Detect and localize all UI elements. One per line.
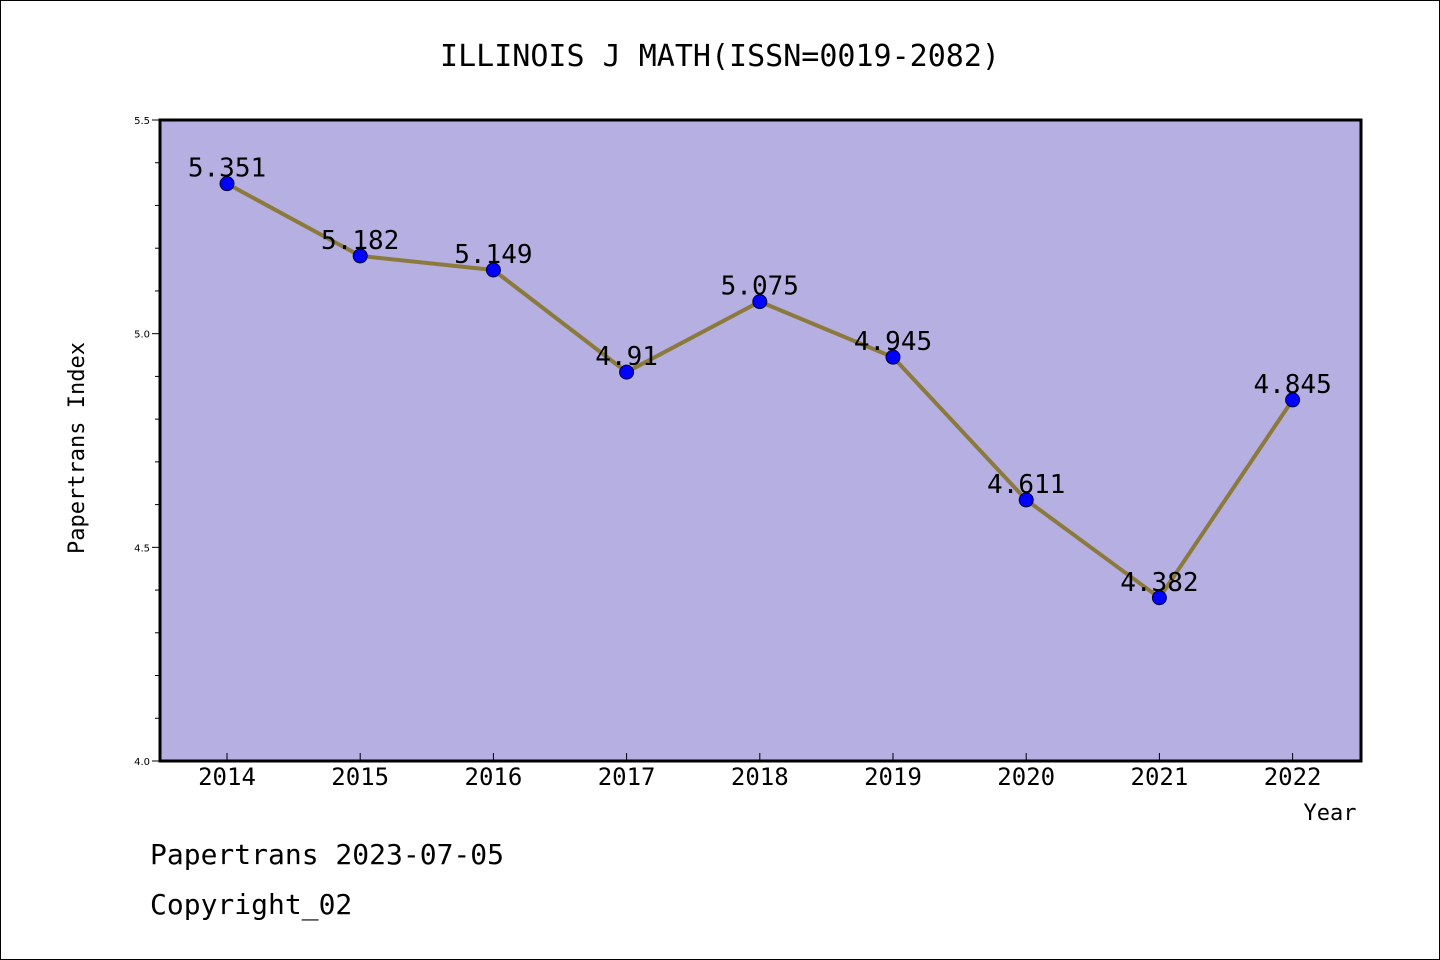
data-label: 4.845 xyxy=(1253,370,1331,400)
data-label: 5.075 xyxy=(721,272,799,302)
x-tick-label: 2022 xyxy=(1264,763,1322,791)
footer-date: Papertrans 2023-07-05 xyxy=(150,838,504,871)
data-label: 4.91 xyxy=(595,342,658,372)
x-axis-label: Year xyxy=(1304,801,1357,826)
data-point xyxy=(1285,392,1301,408)
data-labels: 5.351 5.182 5.149 4.91 5.075 4.945 4.611 4.382 4… xyxy=(188,154,1332,598)
data-label: 4.382 xyxy=(1120,568,1198,598)
x-tick-label: 2014 xyxy=(198,763,256,791)
plot-border xyxy=(158,118,1363,763)
series-markers xyxy=(219,176,1301,606)
data-point xyxy=(1151,590,1167,606)
data-point xyxy=(885,349,901,365)
data-point xyxy=(352,248,368,264)
chart-title: ILLINOIS J MATH(ISSN=0019-2082) xyxy=(440,39,1000,74)
x-tick-label: 2017 xyxy=(598,763,656,791)
y-tick-label: 4.5 xyxy=(134,543,150,554)
data-label: 5.182 xyxy=(321,226,399,256)
data-label: 5.351 xyxy=(188,154,266,184)
y-tick-label: 5.0 xyxy=(134,330,150,341)
x-tick-label: 2016 xyxy=(465,763,523,791)
x-tick-label: 2020 xyxy=(997,763,1055,791)
y-tick-label: 5.5 xyxy=(134,116,150,127)
data-label: 4.611 xyxy=(987,470,1065,500)
y-tick-label: 4.0 xyxy=(134,757,150,768)
x-tick-label: 2021 xyxy=(1131,763,1189,791)
data-point xyxy=(485,262,501,278)
data-label: 4.945 xyxy=(854,327,932,357)
data-point xyxy=(752,294,768,310)
data-label: 5.149 xyxy=(454,240,532,270)
plot-area xyxy=(160,120,1361,761)
x-tick-label: 2019 xyxy=(864,763,922,791)
x-tick-label: 2015 xyxy=(331,763,389,791)
x-tick-label: 2018 xyxy=(731,763,789,791)
y-axis-label: Papertrans Index xyxy=(65,342,90,554)
data-point xyxy=(219,176,235,192)
data-point xyxy=(1018,492,1034,508)
data-point xyxy=(619,364,635,380)
y-axis: 4.0 4.5 5.0 5.5 xyxy=(134,116,160,768)
x-axis: 2014 2015 2016 2017 2018 2019 2020 2021 2022 xyxy=(198,753,1321,791)
footer-copyright: Copyright_02 xyxy=(150,888,352,922)
